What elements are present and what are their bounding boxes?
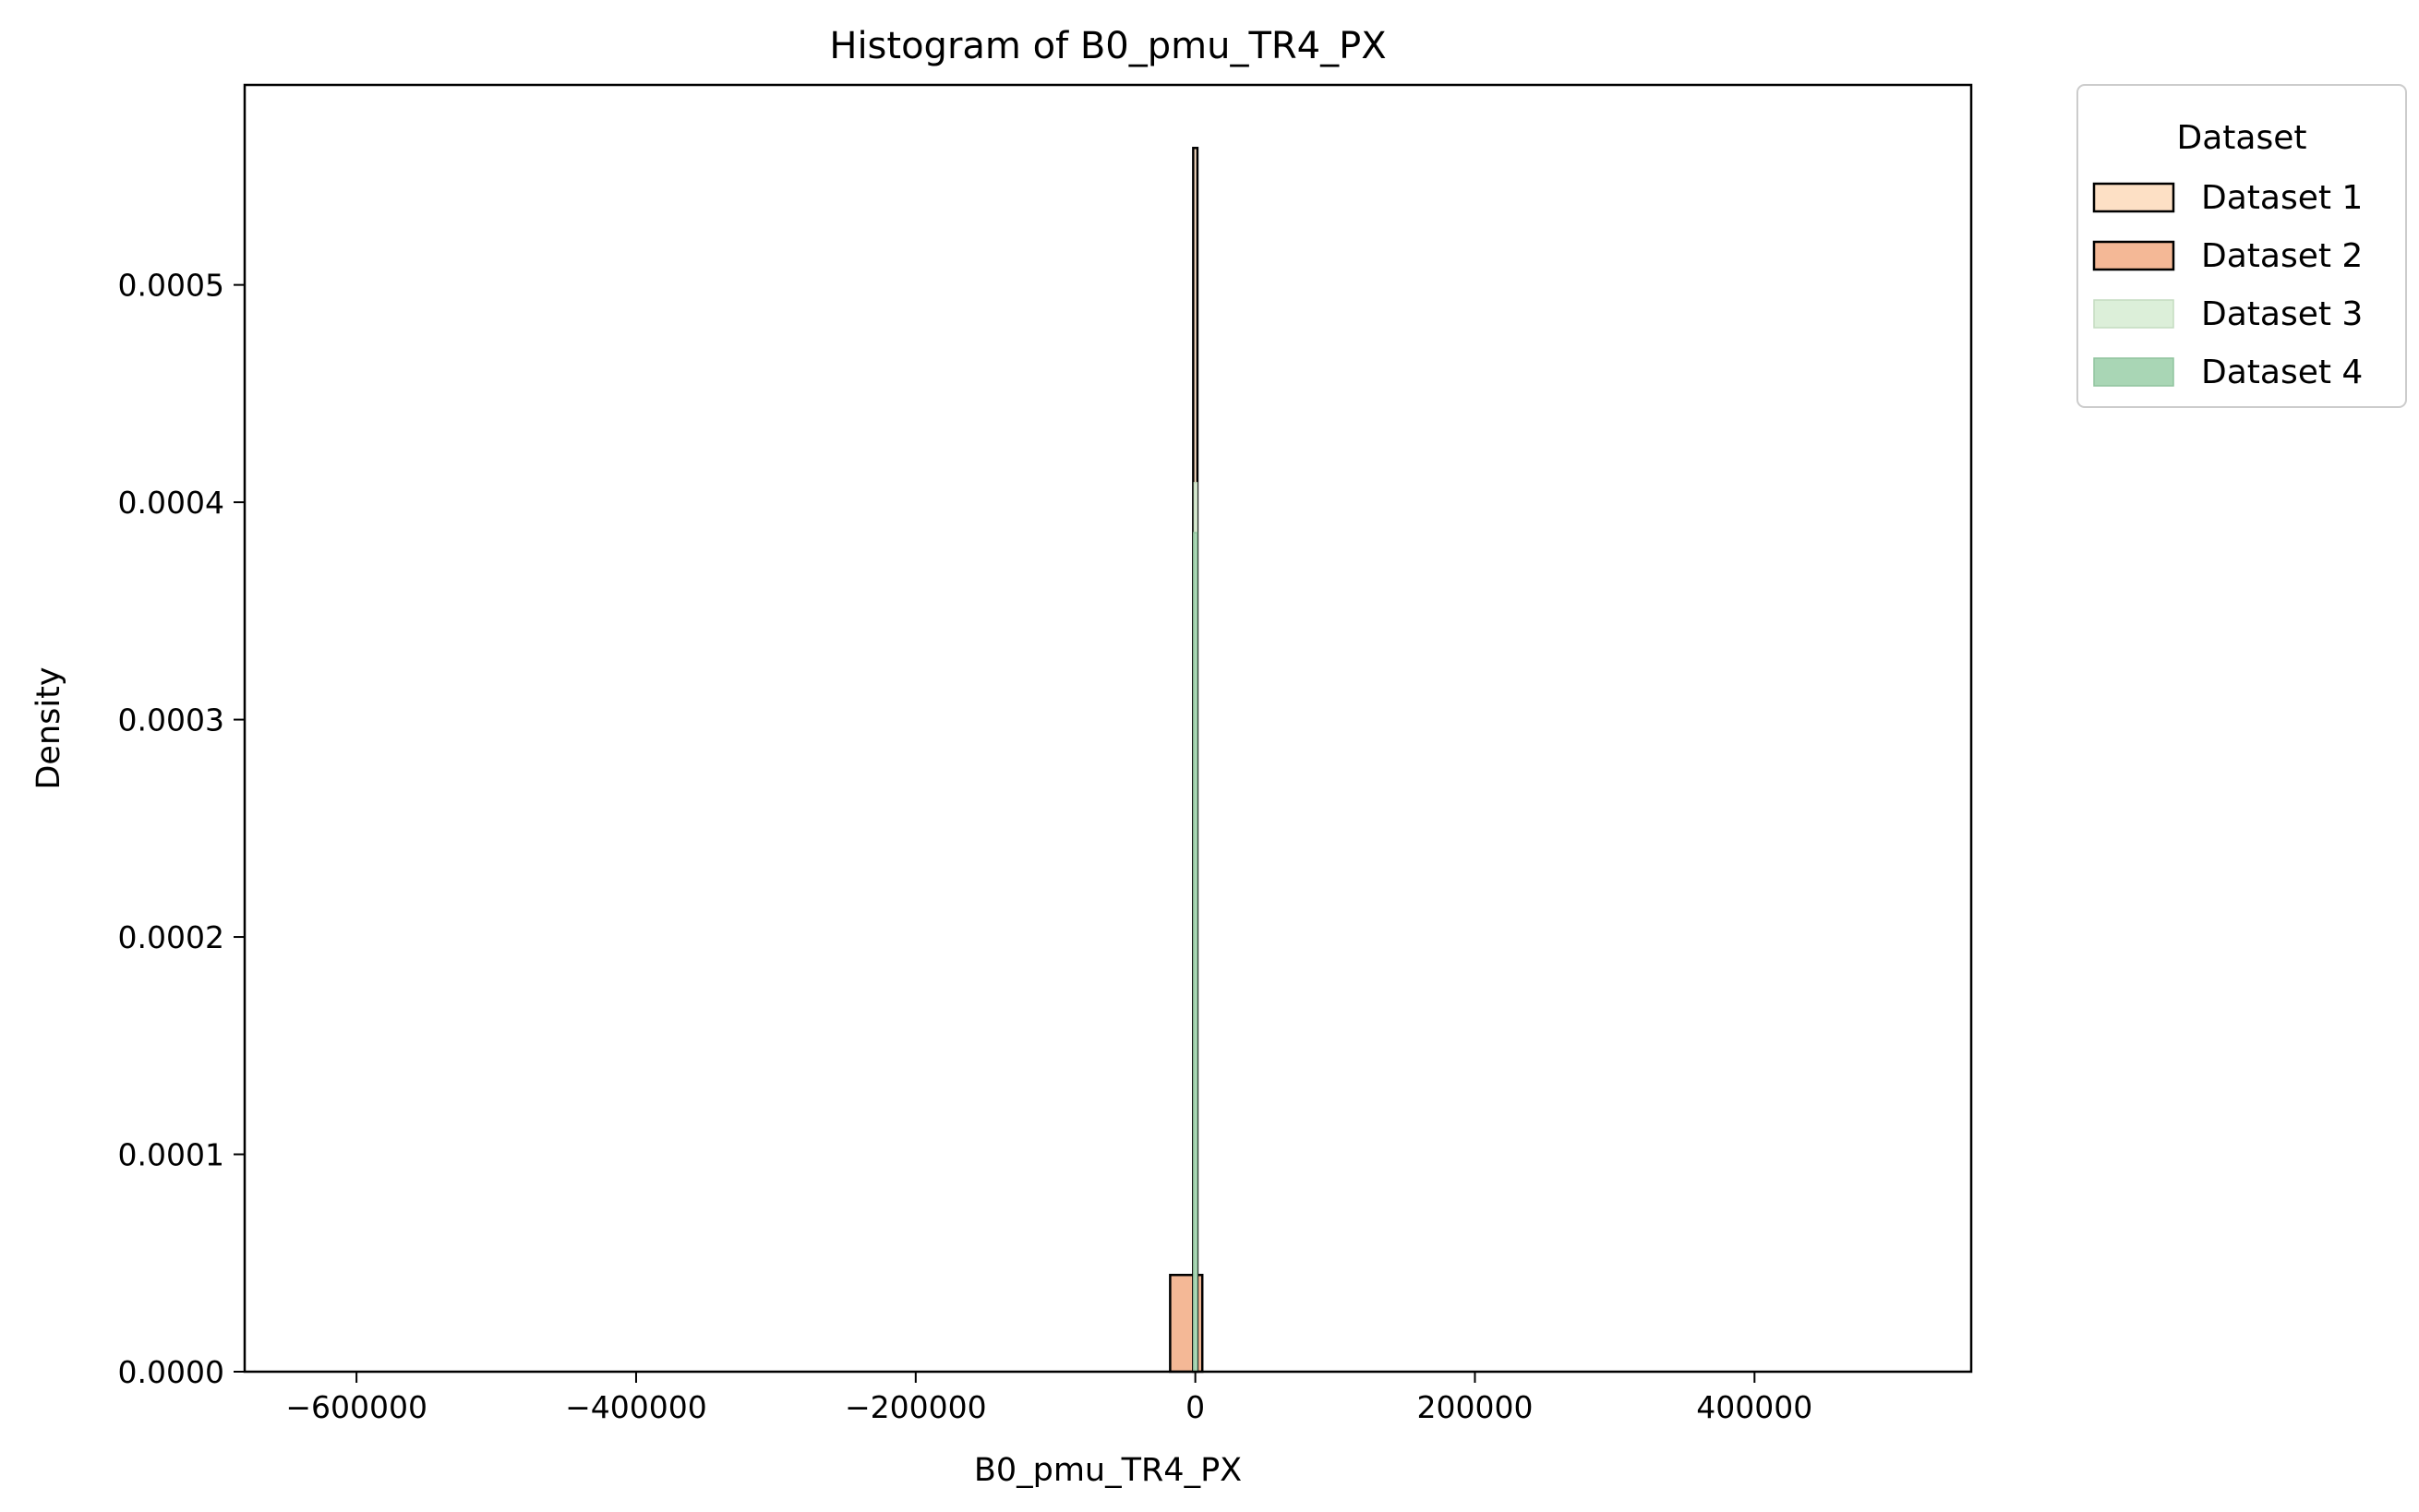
x-tick-label: −400000 [565, 1389, 707, 1425]
legend-label-dataset-2: Dataset 2 [2201, 237, 2363, 275]
y-tick-label: 0.0004 [118, 485, 224, 521]
y-tick-label: 0.0001 [118, 1137, 224, 1173]
x-axis-label: B0_pmu_TR4_PX [974, 1452, 1242, 1489]
y-axis-label: Density [30, 666, 67, 789]
y-tick-label: 0.0000 [118, 1354, 224, 1390]
legend-label-dataset-4: Dataset 4 [2201, 354, 2363, 391]
x-tick-label: −600000 [285, 1389, 427, 1425]
x-tick-label: 400000 [1696, 1389, 1812, 1425]
x-tick-label: 200000 [1416, 1389, 1533, 1425]
y-axis-ticks: 0.0000 0.0001 0.0002 0.0003 0.0004 0.0005 [118, 268, 245, 1390]
histogram-bar-dataset-4-0 [1193, 532, 1198, 1373]
legend-swatch-dataset-3 [2093, 299, 2174, 329]
legend-title: Dataset [2177, 119, 2307, 157]
legend-label-dataset-1: Dataset 1 [2201, 179, 2363, 217]
legend-swatch-dataset-1 [2092, 182, 2175, 213]
y-tick-label: 0.0005 [118, 268, 224, 304]
y-tick-label: 0.0003 [118, 702, 224, 738]
plot-frame [243, 83, 1973, 1374]
legend-items: Dataset 1 Dataset 2 Dataset 3 Dataset 4 [2092, 179, 2363, 391]
y-tick-label: 0.0002 [118, 919, 224, 955]
x-tick-label: 0 [1185, 1389, 1205, 1425]
x-tick-label: −200000 [845, 1389, 987, 1425]
legend-label-dataset-3: Dataset 3 [2201, 295, 2363, 333]
x-axis-ticks: −600000 −400000 −200000 0 200000 400000 [285, 1372, 1812, 1425]
legend-swatch-dataset-4 [2093, 357, 2174, 387]
legend-swatch-dataset-2 [2092, 240, 2175, 271]
chart-title: Histogram of B0_pmu_TR4_PX [829, 25, 1386, 67]
